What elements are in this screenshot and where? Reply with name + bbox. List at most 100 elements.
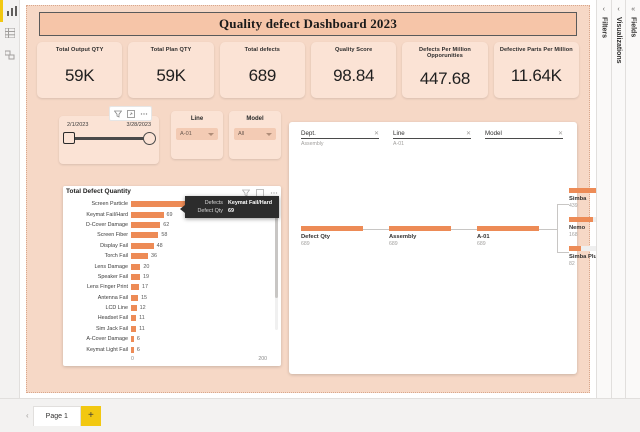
- bar-track: 62: [131, 220, 281, 230]
- report-view-icon[interactable]: [0, 0, 20, 22]
- decomposition-tree-visual[interactable]: Dept. ✕ Assembly Line ✕ A-01 Model ✕: [289, 122, 596, 374]
- pane-fields[interactable]: « Fields: [625, 0, 640, 398]
- bar-row[interactable]: Antenna Fail 15: [63, 293, 281, 303]
- bar-fill[interactable]: [131, 305, 137, 312]
- chevron-left-icon[interactable]: ‹: [617, 6, 620, 13]
- bar-fill[interactable]: [131, 242, 154, 249]
- slicer-handle-right[interactable]: [143, 132, 156, 145]
- tree-node-nemo[interactable]: Nemo 168: [569, 217, 596, 238]
- kpi-value: 98.84: [333, 65, 375, 85]
- bar-track: 11: [131, 313, 281, 323]
- pane-title: Filters: [600, 17, 608, 39]
- pane-visualizations[interactable]: ‹ Visualizations: [610, 0, 626, 398]
- tree-node-line-a01[interactable]: A-01 689: [477, 226, 539, 247]
- slicer-line[interactable]: Line A-01: [171, 111, 223, 159]
- page-prev-icon[interactable]: ‹: [26, 411, 29, 420]
- tree-node-label: Assembly: [389, 234, 417, 240]
- chevron-left-icon[interactable]: ‹: [602, 6, 605, 13]
- tree-node-simba[interactable]: Simba 439: [569, 188, 596, 209]
- page-tab-page-1[interactable]: Page 1: [32, 405, 81, 426]
- tree-filter-line[interactable]: Line ✕ A-01: [393, 130, 471, 147]
- kpi-card-total-output-qty[interactable]: Total Output QTY 59K: [37, 42, 123, 98]
- bar-row[interactable]: Lens Finger Print 17: [63, 282, 281, 292]
- pane-filters[interactable]: ‹ Filters: [596, 0, 611, 398]
- tree-node-assembly[interactable]: Assembly 689: [389, 226, 451, 247]
- tree-node-label: Defect Qty: [301, 234, 330, 240]
- slicer-model-dropdown[interactable]: All: [234, 128, 276, 140]
- close-icon[interactable]: ✕: [557, 131, 563, 137]
- kpi-card-total-plan-qty[interactable]: Total Plan QTY 59K: [128, 42, 214, 98]
- tree-connector: [539, 228, 557, 230]
- date-range-slicer[interactable]: 2/1/2023 3/28/2023: [59, 116, 159, 164]
- tree-filter-value: A-01: [393, 141, 404, 147]
- model-view-icon[interactable]: [0, 44, 20, 66]
- tree-node-simba-plus[interactable]: Simba Plus 82: [569, 246, 596, 267]
- tree-node-defect-qty[interactable]: Defect Qty 689: [301, 226, 363, 247]
- bar-row[interactable]: LCD Line 12: [63, 303, 281, 313]
- bar-category-label: Keymat Light Fail: [86, 346, 128, 353]
- kpi-card-total-defects[interactable]: Total defects 689: [219, 42, 305, 98]
- bar-row[interactable]: Sim Jack Fail 11: [63, 324, 281, 334]
- bar-value-label: 12: [139, 305, 146, 312]
- bar-fill[interactable]: [131, 346, 134, 353]
- bar-fill[interactable]: [131, 325, 137, 332]
- kpi-card-quality-score[interactable]: Quality Score 98.84: [310, 42, 397, 98]
- bar-fill[interactable]: [131, 211, 164, 218]
- focus-mode-icon[interactable]: [125, 108, 136, 119]
- tree-filter-name: Dept.: [301, 130, 316, 137]
- tree-connector: [557, 252, 569, 253]
- bar-row[interactable]: Headset Fail 11: [63, 313, 281, 323]
- bar-fill[interactable]: [131, 284, 139, 291]
- tree-filter-name: Line: [393, 130, 405, 137]
- bar-row[interactable]: Speaker Fail 19: [63, 272, 281, 282]
- bar-fill[interactable]: [131, 263, 141, 270]
- more-options-icon[interactable]: [268, 187, 279, 198]
- total-defect-quantity-visual[interactable]: Total Defect Quantity Screen Particle271…: [63, 186, 281, 366]
- bar-row[interactable]: Lens Damage 20: [63, 261, 281, 271]
- bar-fill[interactable]: [131, 294, 139, 301]
- bar-fill[interactable]: [131, 315, 137, 322]
- tree-connector: [557, 204, 558, 252]
- bar-fill[interactable]: [131, 336, 134, 343]
- bar-row[interactable]: Screen Fiber 58: [63, 230, 281, 240]
- bar-value-label: 69: [166, 211, 173, 218]
- slicer-model[interactable]: Model All: [229, 111, 281, 159]
- bar-fill[interactable]: [131, 273, 140, 280]
- tree-filter-dept[interactable]: Dept. ✕ Assembly: [301, 130, 379, 147]
- slicer-handle-left[interactable]: [63, 132, 75, 144]
- close-icon[interactable]: ✕: [373, 131, 379, 137]
- bar-row[interactable]: Keymat Light Fail 6: [63, 344, 281, 354]
- bar-track: 6: [131, 344, 281, 354]
- chevron-double-left-icon[interactable]: «: [631, 6, 636, 13]
- kpi-card-dpmo[interactable]: Defects Per Million Opporunities 447.68: [402, 42, 488, 98]
- kpi-label: Total Plan QTY: [150, 47, 192, 53]
- kpi-card-ppm[interactable]: Defective Parts Per Million 11.64K: [493, 42, 579, 98]
- tree-filter-model[interactable]: Model ✕: [485, 130, 563, 147]
- bar-row[interactable]: D-Cover Damage 62: [63, 220, 281, 230]
- bar-row[interactable]: Keymat Fail/Hard 69: [63, 209, 281, 219]
- add-page-button[interactable]: +: [80, 405, 101, 426]
- bar-value-label: 6: [136, 346, 140, 353]
- kpi-label: Defects Per Million Opporunities: [419, 47, 471, 60]
- bar-row[interactable]: A-Cover Damage 6: [63, 334, 281, 344]
- bar-fill[interactable]: [131, 253, 148, 260]
- filter-icon[interactable]: [112, 108, 123, 119]
- tooltip-key: Defect Qty: [197, 208, 223, 215]
- filter-icon[interactable]: [240, 187, 251, 198]
- slicer-line-dropdown[interactable]: A-01: [176, 128, 218, 140]
- bar-row[interactable]: Display Fail 48: [63, 241, 281, 251]
- chevron-down-icon: [208, 132, 214, 136]
- bar-category-label: Sim Jack Fail: [95, 325, 128, 332]
- kpi-value: 447.68: [419, 68, 471, 88]
- tooltip-value: Keymat Fail/Hard: [228, 200, 273, 206]
- bar-fill[interactable]: [131, 221, 161, 228]
- bar-fill[interactable]: [131, 232, 159, 239]
- bar-row[interactable]: Torch Fail 36: [63, 251, 281, 261]
- tree-connector: [451, 228, 477, 230]
- vertical-scrollbar[interactable]: [275, 202, 278, 330]
- close-icon[interactable]: ✕: [465, 131, 471, 137]
- table-view-icon[interactable]: [0, 22, 20, 44]
- slicer-track[interactable]: [63, 132, 156, 145]
- more-options-icon[interactable]: [138, 108, 149, 119]
- kpi-value: 11.64K: [510, 65, 562, 85]
